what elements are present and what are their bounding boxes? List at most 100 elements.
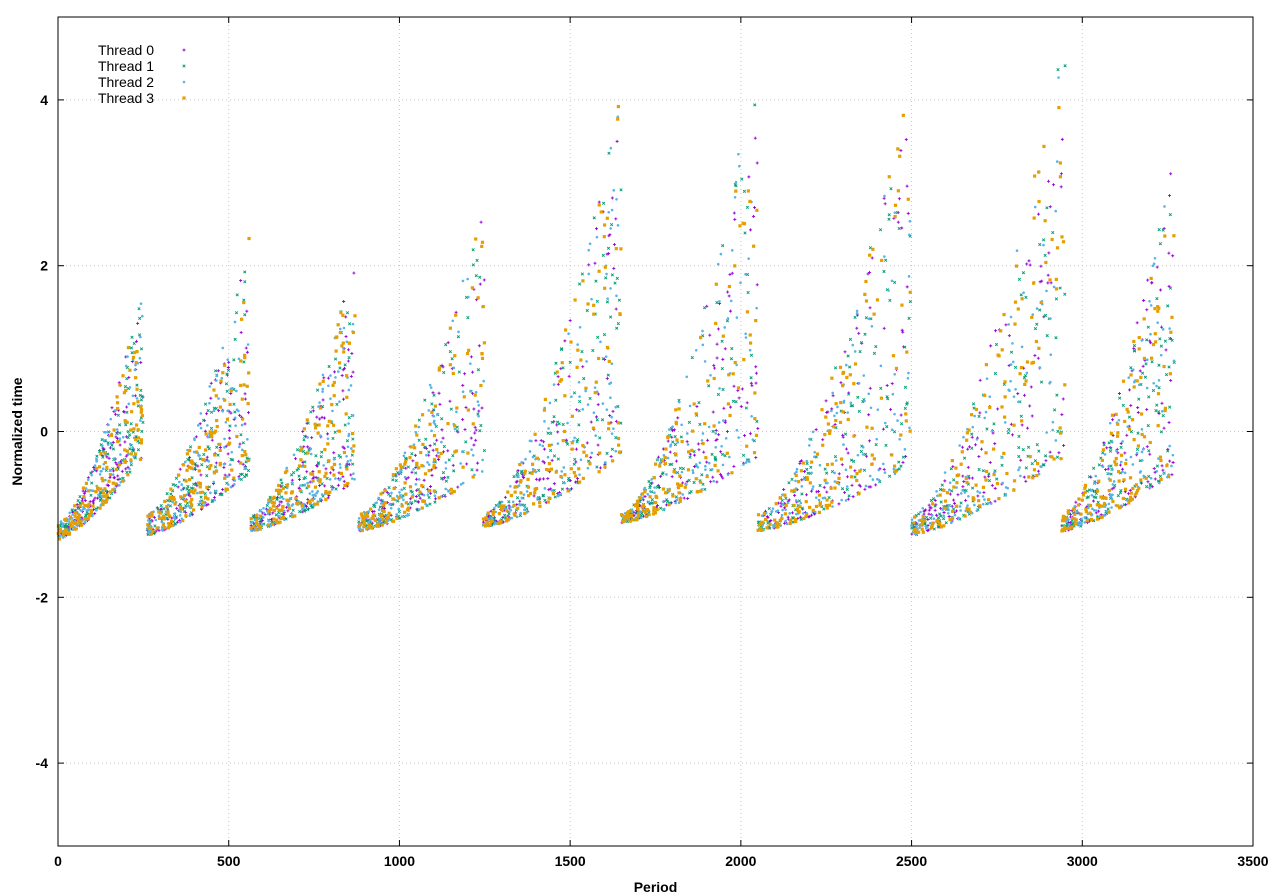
- data-point: [720, 444, 723, 448]
- data-point: [870, 426, 874, 430]
- data-point: [1089, 489, 1093, 492]
- data-point: [1156, 321, 1159, 324]
- data-point: [727, 284, 732, 289]
- data-point: [1022, 393, 1026, 397]
- data-point: [984, 451, 988, 455]
- data-point: [180, 488, 183, 492]
- data-point: [382, 509, 386, 514]
- data-point: [727, 373, 731, 377]
- data-point: [984, 469, 989, 474]
- data-point: [978, 491, 982, 494]
- data-point: [552, 415, 556, 419]
- data-point: [574, 474, 578, 478]
- data-point: [864, 484, 868, 488]
- data-point: [1151, 388, 1156, 393]
- data-point: [444, 342, 448, 347]
- data-point: [231, 484, 235, 488]
- data-point: [942, 488, 946, 492]
- data-point: [748, 341, 753, 345]
- data-point: [390, 491, 393, 495]
- data-point: [1145, 308, 1149, 312]
- data-point: [337, 429, 342, 433]
- data-point: [205, 485, 209, 489]
- data-point: [1003, 380, 1007, 384]
- data-point: [428, 488, 432, 493]
- data-point: [678, 497, 682, 501]
- data-point: [237, 459, 241, 463]
- data-point: [200, 505, 204, 509]
- data-point: [700, 439, 704, 442]
- data-point: [444, 467, 448, 470]
- data-point: [546, 431, 550, 435]
- data-point: [869, 406, 873, 410]
- data-point: [225, 417, 230, 421]
- data-point: [751, 438, 755, 441]
- data-point: [93, 496, 97, 500]
- data-point: [428, 444, 432, 448]
- data-point: [297, 464, 302, 468]
- data-point: [207, 447, 211, 451]
- data-point: [1167, 474, 1171, 478]
- data-point: [471, 370, 475, 374]
- data-point: [971, 425, 975, 429]
- data-point: [332, 462, 337, 466]
- data-point: [1139, 375, 1143, 379]
- data-point: [101, 444, 104, 447]
- data-point: [267, 519, 271, 523]
- data-point: [194, 435, 198, 439]
- data-point: [88, 500, 92, 504]
- data-point: [199, 426, 203, 430]
- data-point: [118, 431, 122, 435]
- data-point: [513, 490, 517, 494]
- data-point: [1072, 507, 1076, 511]
- data-point: [343, 363, 347, 367]
- data-point: [343, 423, 347, 427]
- data-point: [1135, 451, 1139, 455]
- data-point: [190, 476, 194, 480]
- data-point: [388, 503, 391, 506]
- data-point: [424, 446, 428, 450]
- data-point: [244, 453, 248, 457]
- data-point: [758, 527, 762, 531]
- data-point: [378, 518, 381, 521]
- data-point: [753, 391, 757, 395]
- data-point: [178, 520, 182, 524]
- data-point: [241, 441, 245, 445]
- data-point: [479, 423, 483, 428]
- data-point: [857, 409, 861, 413]
- data-point: [132, 341, 136, 346]
- data-point: [404, 477, 408, 481]
- data-point: [889, 187, 893, 191]
- data-point: [92, 489, 95, 493]
- data-point: [1099, 495, 1103, 499]
- data-point: [559, 474, 563, 479]
- data-point: [518, 480, 523, 484]
- data-point: [949, 467, 953, 471]
- data-point: [173, 502, 177, 506]
- data-point: [513, 485, 518, 489]
- data-point: [607, 427, 611, 431]
- data-point: [166, 512, 170, 516]
- data-point: [352, 271, 356, 275]
- data-point: [1032, 468, 1037, 472]
- data-point: [206, 435, 210, 439]
- data-point: [1149, 276, 1153, 281]
- data-point: [664, 498, 669, 502]
- data-point: [805, 467, 809, 471]
- data-point: [900, 328, 904, 332]
- data-point: [847, 494, 851, 498]
- data-point: [457, 330, 460, 334]
- data-point: [1024, 479, 1028, 483]
- data-point: [128, 368, 132, 372]
- data-point: [160, 528, 164, 532]
- data-point: [824, 399, 828, 403]
- data-point: [128, 470, 132, 474]
- data-point: [832, 424, 836, 429]
- data-point: [479, 383, 483, 388]
- data-point: [595, 299, 600, 304]
- data-point: [1019, 458, 1023, 462]
- data-point: [475, 258, 479, 262]
- data-point: [1119, 441, 1123, 445]
- data-point: [1097, 463, 1101, 467]
- data-point: [180, 507, 184, 511]
